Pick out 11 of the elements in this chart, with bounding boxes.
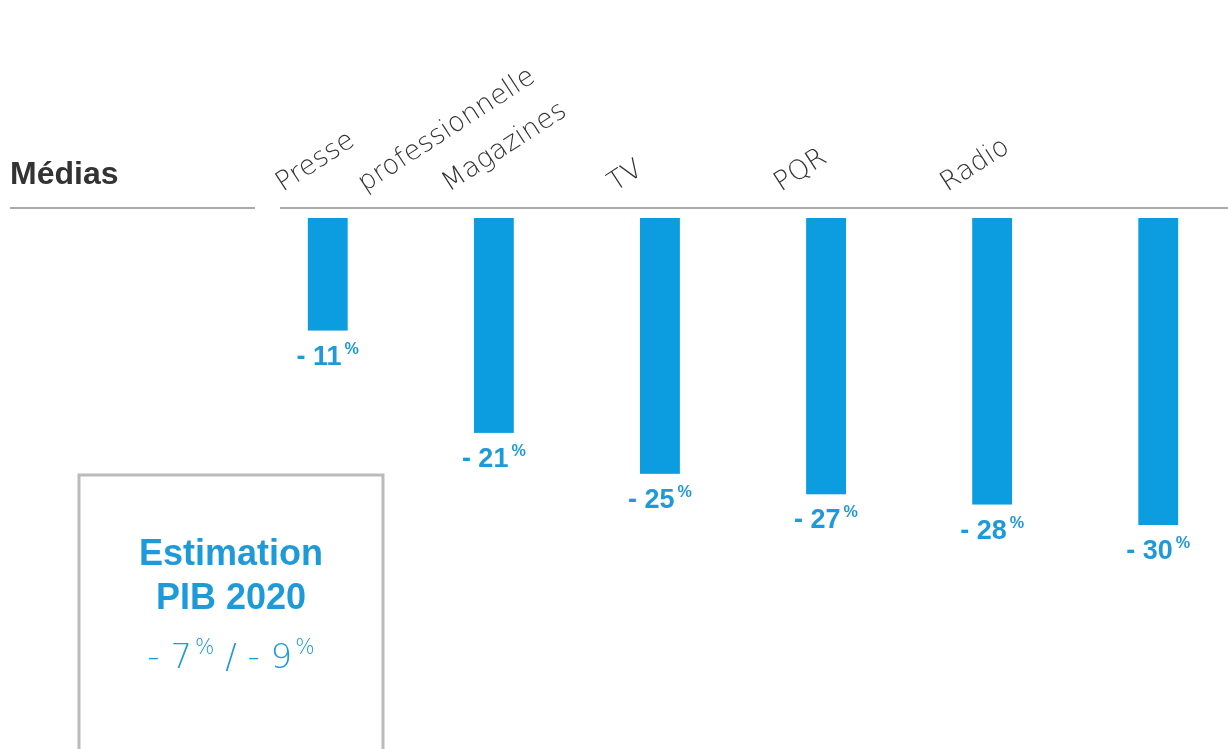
text: Estimation PIB 2020 xyxy=(138,532,324,617)
text: - 7$^{%}$ / - 9$^{%}$ xyxy=(147,635,315,676)
x-tick-label: PQR xyxy=(767,140,832,198)
data-label: - 28$^{%}$ xyxy=(960,512,1025,545)
data-label: - 11$^{%}$ xyxy=(296,338,359,371)
data-label: - 25$^{%}$ xyxy=(627,481,692,514)
x-tick-label: TV xyxy=(601,151,648,198)
data-label: - 30$^{%}$ xyxy=(1126,532,1191,565)
text: Médias xyxy=(10,155,119,191)
data-label: - 27$^{%}$ xyxy=(794,502,859,535)
data-label: - 21$^{%}$ xyxy=(461,440,526,473)
